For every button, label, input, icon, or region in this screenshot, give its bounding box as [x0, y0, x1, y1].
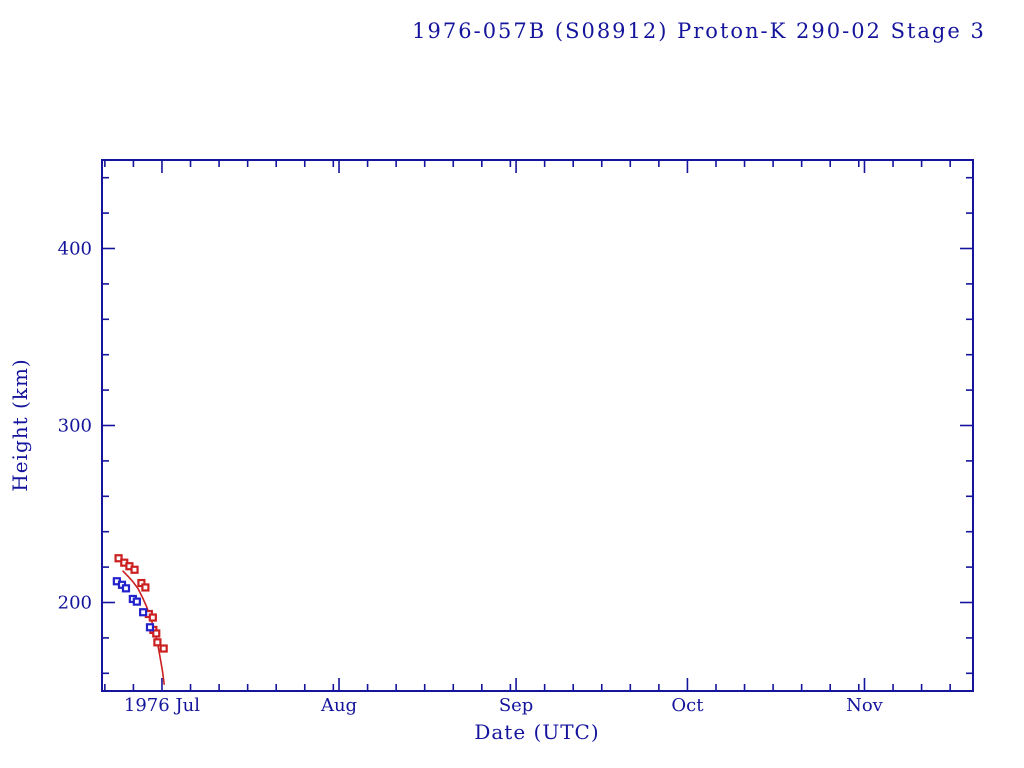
apogee-height-marker: [141, 583, 150, 592]
chart-title: 1976-057B (S08912) Proton-K 290-02 Stage…: [412, 19, 986, 43]
x-axis-title: Date (UTC): [474, 720, 600, 744]
perigee-height-marker: [121, 584, 131, 593]
y-tick-label: 300: [58, 416, 92, 437]
apogee-height-marker: [130, 565, 139, 574]
apogee-height-marker: [148, 613, 157, 622]
y-tick-label: 200: [58, 593, 92, 614]
apogee-height-marker: [159, 644, 168, 653]
x-tick-label: Nov: [846, 695, 884, 716]
x-tick-label: 1976 Jul: [124, 695, 200, 716]
x-tick-label: Sep: [499, 695, 534, 716]
y-tick-label: 400: [58, 239, 92, 260]
apogee-height-marker: [152, 629, 161, 638]
apogee-height-marker: [153, 638, 162, 647]
x-tick-label: Aug: [320, 695, 357, 716]
perigee-height-marker: [139, 608, 148, 617]
perigee-height-marker: [145, 623, 155, 632]
plot-frame: [101, 159, 974, 692]
apogee-height-marker: [114, 554, 123, 563]
x-tick-label: Oct: [671, 695, 704, 716]
perigee-height-marker: [132, 597, 141, 606]
